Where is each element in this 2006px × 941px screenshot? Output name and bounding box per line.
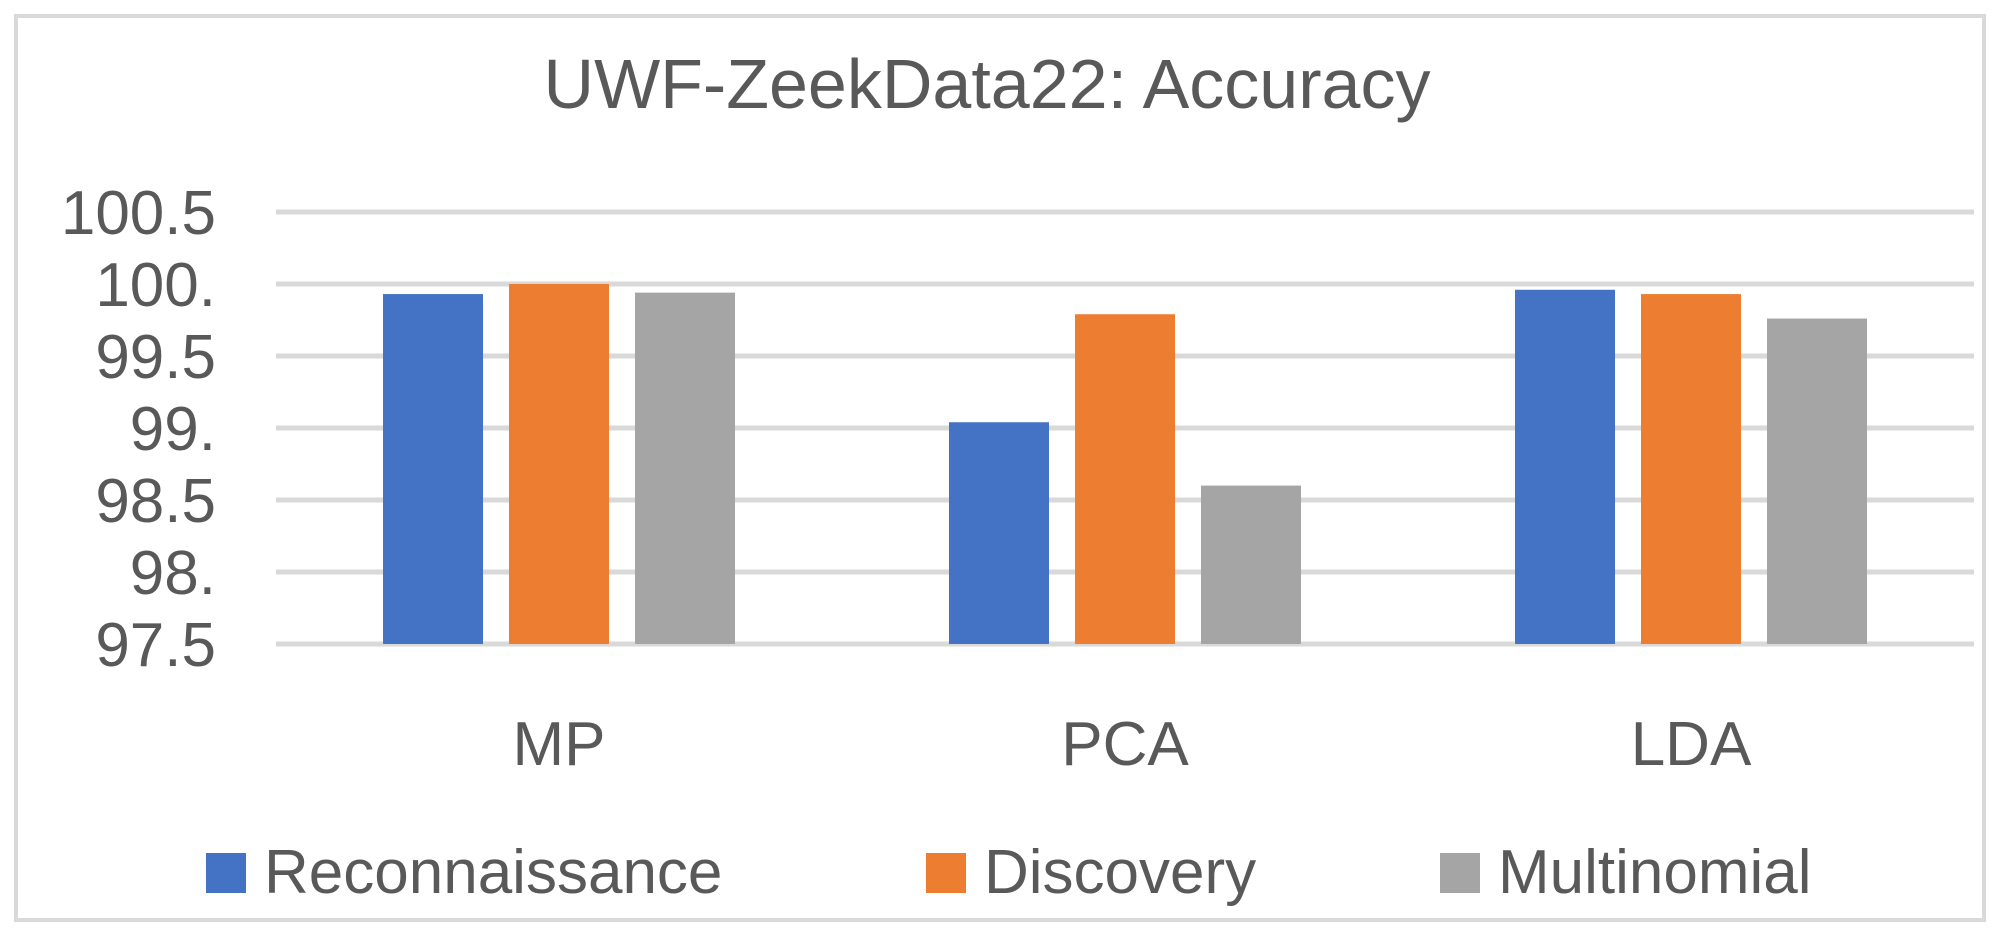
y-tick-label: 97.5 (95, 611, 216, 680)
y-tick-label: 99.5 (95, 323, 216, 392)
bar-reconnaissance-lda (1515, 289, 1615, 644)
y-tick-label: 100.5 (61, 179, 216, 248)
chart-title: UWF-ZeekData22: Accuracy (544, 45, 1431, 123)
legend-label-reconnaissance: Reconnaissance (264, 838, 722, 907)
legend-label-discovery: Discovery (984, 838, 1256, 907)
bar-multinomial-mp (635, 292, 735, 644)
legend-label-multinomial: Multinomial (1498, 838, 1812, 907)
bar-discovery-pca (1075, 314, 1175, 644)
x-category-label: LDA (1631, 710, 1752, 779)
y-tick-label: 98.5 (95, 467, 216, 536)
legend: Reconnaissance Discovery Multinomial (206, 838, 1812, 907)
legend-swatch-multinomial (1440, 853, 1480, 893)
y-tick-label: 100. (95, 251, 216, 320)
y-tick-label: 98. (130, 539, 216, 608)
x-axis-category-labels: MP PCA LDA (513, 710, 1752, 779)
bars (383, 284, 1867, 644)
bar-reconnaissance-pca (949, 422, 1049, 644)
legend-swatch-reconnaissance (206, 853, 246, 893)
bar-multinomial-pca (1201, 485, 1301, 644)
legend-swatch-discovery (926, 853, 966, 893)
bar-discovery-lda (1641, 294, 1741, 644)
bar-discovery-mp (509, 284, 609, 644)
y-tick-label: 99. (130, 395, 216, 464)
x-category-label: PCA (1061, 710, 1189, 779)
bar-multinomial-lda (1767, 318, 1867, 644)
x-category-label: MP (513, 710, 606, 779)
bar-reconnaissance-mp (383, 294, 483, 644)
